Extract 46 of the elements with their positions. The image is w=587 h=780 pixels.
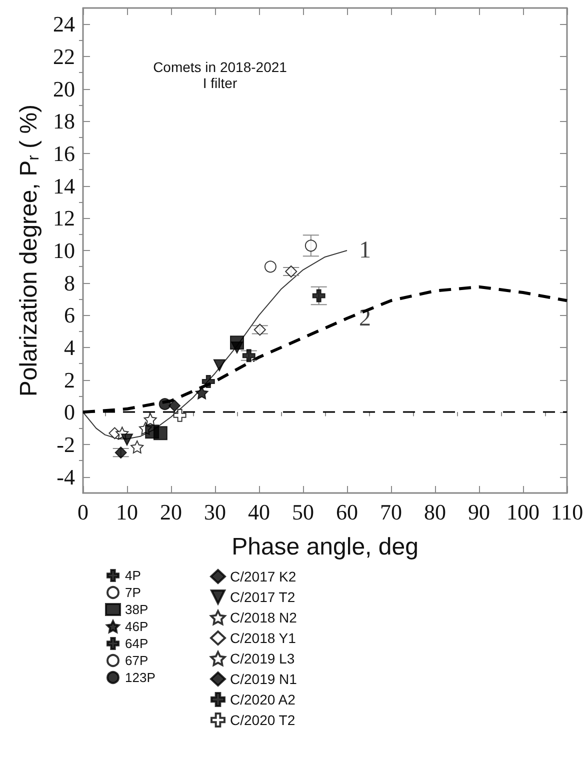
legend-label: 67P xyxy=(125,653,148,668)
x-tick-label: 20 xyxy=(160,500,182,524)
legend-label: 64P xyxy=(125,636,148,651)
y-tick-label: 24 xyxy=(53,12,75,37)
y-tick-label: -4 xyxy=(56,464,75,490)
y-tick-label: 12 xyxy=(53,206,75,231)
x-tick-label: 10 xyxy=(116,500,138,524)
legend-label: C/2020 A2 xyxy=(230,692,296,708)
x-tick-label: 70 xyxy=(380,500,402,524)
legend-label: C/2020 T2 xyxy=(230,712,296,728)
y-tick-label: 6 xyxy=(64,302,75,328)
y-tick-label: 16 xyxy=(53,141,75,166)
legend-label: 38P xyxy=(125,602,148,617)
x-tick-label: 40 xyxy=(248,500,270,524)
x-tick-label: 100 xyxy=(506,500,540,524)
x-tick-label: 30 xyxy=(204,500,226,524)
y-tick-label: 0 xyxy=(64,400,75,425)
legend-label: 7P xyxy=(125,585,141,600)
x-tick-label: 90 xyxy=(468,500,490,524)
y-tick-label: 18 xyxy=(53,108,75,134)
legend-label: 46P xyxy=(125,619,148,634)
x-axis-title: Phase angle, deg xyxy=(232,534,418,560)
x-tick-label: 110 xyxy=(550,500,584,524)
x-tick-label: 80 xyxy=(424,500,446,524)
y-tick-label: 4 xyxy=(64,335,75,360)
y-tick-label: 8 xyxy=(64,270,75,296)
x-tick-label: 50 xyxy=(292,500,314,524)
y-tick-label: 10 xyxy=(53,238,75,263)
legend-label: C/2018 Y1 xyxy=(230,630,296,646)
y-tick-label: 2 xyxy=(64,367,75,392)
legend-label: C/2019 L3 xyxy=(230,650,295,666)
annotation: 1 xyxy=(359,238,371,264)
y-axis-title: Polarization degree, Pr ( %) xyxy=(16,104,43,397)
x-tick-label: 60 xyxy=(336,500,358,524)
y-tick-label: -2 xyxy=(56,432,75,457)
legend-label: 123P xyxy=(125,670,156,685)
text: Comets in 2018-2021 xyxy=(153,59,288,75)
legend-label: C/2017 T2 xyxy=(230,589,296,605)
legend-label: C/2017 K2 xyxy=(230,568,296,584)
y-tick-label: 22 xyxy=(53,44,75,69)
y-tick-label: 20 xyxy=(53,76,75,102)
legend-label: C/2018 N2 xyxy=(230,610,298,626)
legend-label: 4P xyxy=(125,568,141,583)
y-tick-label: 14 xyxy=(53,173,75,198)
legend-label: C/2019 N1 xyxy=(230,671,298,687)
text: I filter xyxy=(202,75,238,91)
